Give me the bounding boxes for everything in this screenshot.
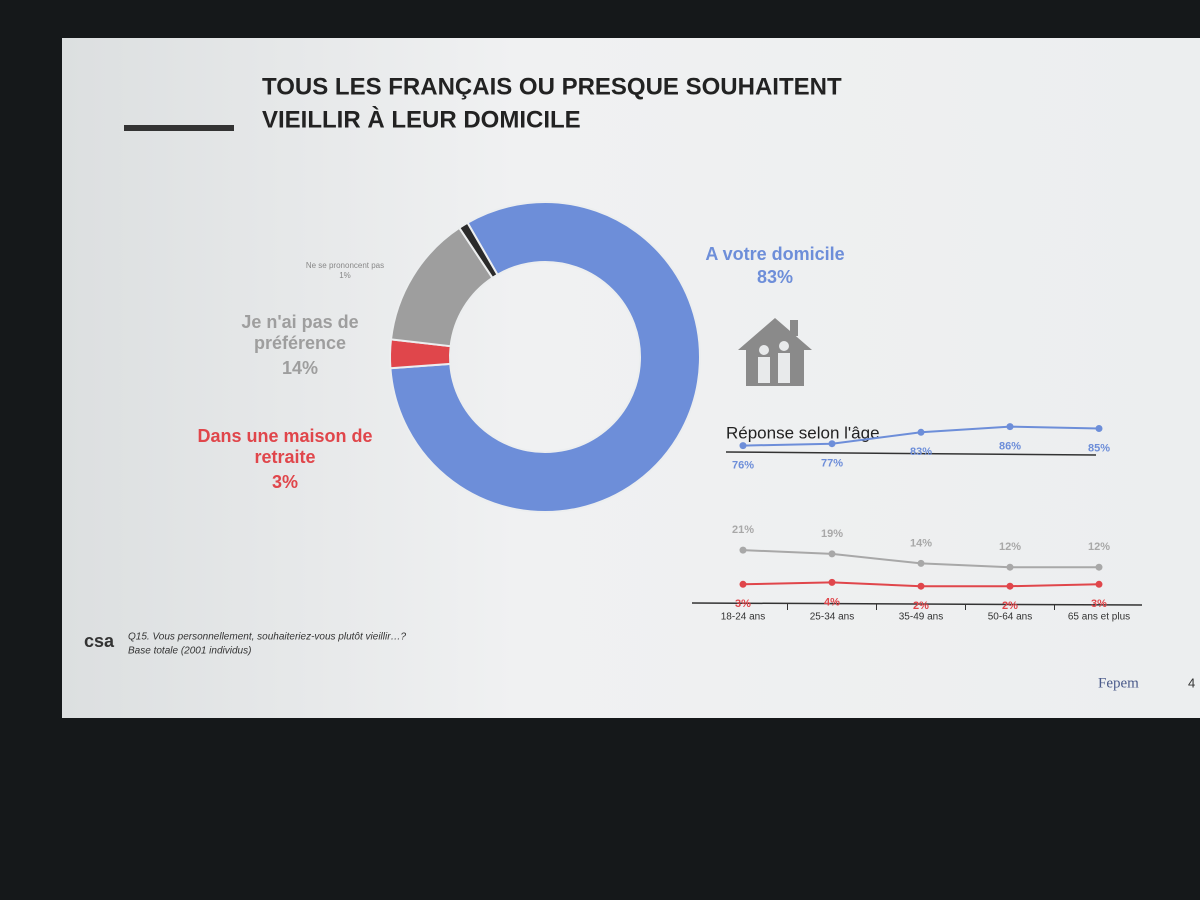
data-point [917,559,925,567]
data-label: 76% [732,460,754,472]
data-point [1006,423,1014,431]
data-label: 86% [999,441,1021,453]
logo-right: Fepem [1098,675,1139,691]
x-tick-label: 35-49 ans [899,612,943,623]
data-point [739,442,747,450]
segment-label: Dans une maison de retraite [197,426,373,467]
footnote: Q15. Vous personnellement, souhaiteriez-… [128,632,407,643]
data-label: 2% [913,600,929,612]
page-number: 4 [1188,675,1195,690]
data-point [1095,425,1103,432]
footnote: Base totale (2001 individus) [128,646,251,657]
segment-label: A votre domicile [705,244,845,264]
data-point [1095,580,1103,588]
donut-segment [457,221,499,280]
title-rule [124,125,234,131]
data-label: 12% [1088,541,1110,553]
segment-value: 3% [271,472,298,492]
data-label: 85% [1088,442,1110,454]
data-point [828,440,836,448]
data-label: 83% [910,446,932,458]
data-label: 21% [732,524,754,536]
data-point [828,578,836,586]
data-label: 3% [735,598,751,610]
title-rule [725,451,1097,456]
x-tick-label: 50-64 ans [988,612,1032,623]
logo-left: csa [84,631,115,651]
data-point [739,546,747,554]
data-point [1095,563,1103,571]
line-title: Réponse selon l'âge [726,423,880,442]
donut-segment [389,201,701,513]
data-point [739,580,747,588]
x-tick-label: 18-24 ans [721,612,765,623]
data-label: 2% [1002,600,1018,612]
data-label: 77% [821,458,843,470]
segment-value: 83% [756,267,794,287]
x-tick-label: 25-34 ans [810,612,854,623]
x-axis [691,602,1143,606]
data-label: 3% [1091,598,1107,610]
segment-label: Je n'ai pas de préférence [241,312,359,353]
data-label: 19% [821,528,843,540]
segment-label: Ne se prononcent pas [305,261,385,270]
data-label: 12% [999,541,1021,553]
data-point [917,428,925,436]
title: VIEILLIR À LEUR DOMICILE [262,105,581,133]
data-label: 4% [824,596,840,608]
segment-value: 14% [281,358,319,378]
data-label: 14% [910,537,932,549]
data-point [1006,582,1014,590]
title: TOUS LES FRANÇAIS OU PRESQUE SOUHAITENT [262,73,842,100]
data-point [917,582,925,590]
house-icon [738,318,812,386]
x-tick-label: 65 ans et plus [1068,612,1130,623]
segment-value: 1% [339,271,351,280]
data-point [828,550,836,558]
data-point [1006,563,1014,571]
